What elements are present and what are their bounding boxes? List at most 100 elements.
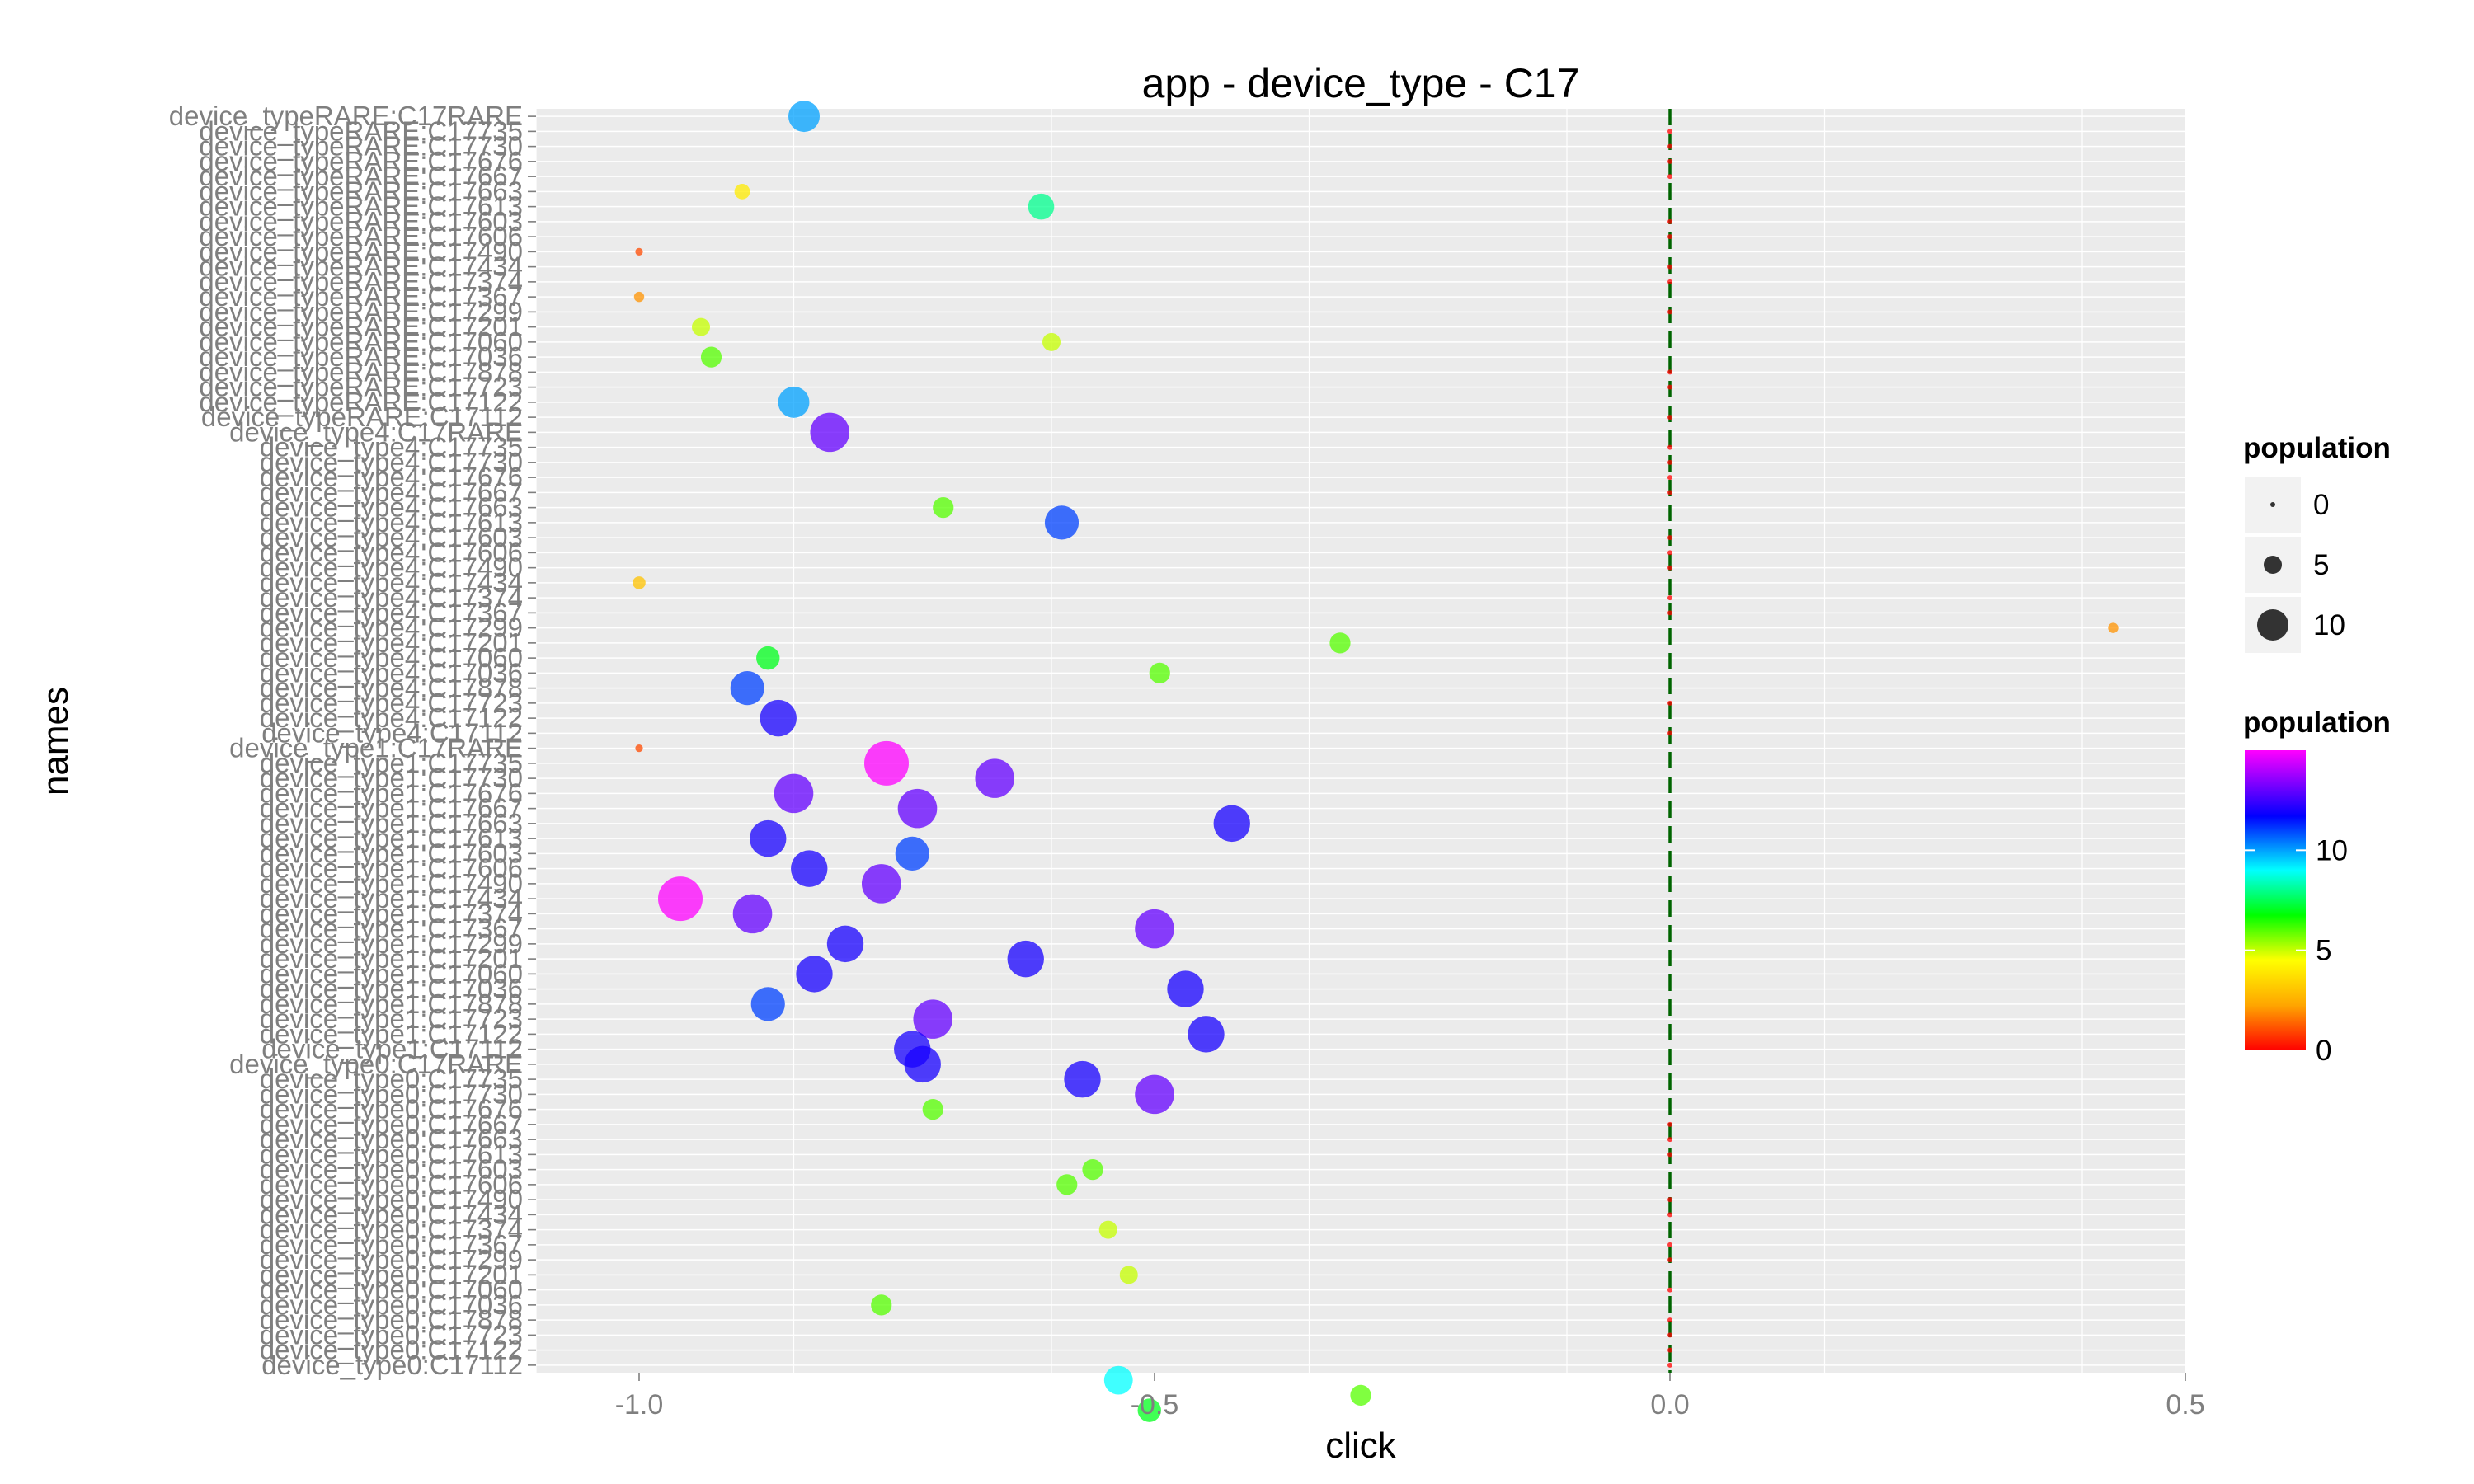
data-point (1188, 1016, 1225, 1053)
data-point (871, 1294, 892, 1316)
data-point (1135, 909, 1174, 949)
y-tick-label: device_type0:C17RARE (229, 1049, 523, 1079)
y-tick-label: device_type1:C17613 (260, 823, 523, 853)
data-point (750, 987, 785, 1021)
data-point (1007, 940, 1044, 978)
y-tick-label: device_type1:C17122 (260, 1018, 523, 1049)
size-legend-label: 0 (2313, 489, 2329, 521)
data-point (1667, 565, 1672, 571)
y-tick-label: device_type1:C17606 (260, 853, 523, 884)
y-tick-label: device_typeRARE:C17122 (199, 387, 523, 417)
data-point (1042, 332, 1061, 351)
data-point (913, 999, 953, 1039)
x-axis-title: click (1325, 1425, 1397, 1466)
data-point (1667, 1212, 1672, 1218)
y-tick-label: device_typeRARE:C17613 (199, 191, 523, 222)
y-tick-label: device_typeRARE:C17730 (199, 131, 523, 162)
x-tick-label: 0.5 (2166, 1389, 2204, 1421)
data-point (633, 291, 645, 303)
size-legend-label: 10 (2313, 609, 2345, 641)
data-point (810, 412, 850, 453)
y-tick-label: device_type0:C17060 (260, 1275, 523, 1305)
data-point (1667, 279, 1672, 284)
data-point (635, 744, 643, 753)
data-point (1667, 1197, 1672, 1203)
y-tick-label: device_typeRARE:C17606 (199, 221, 523, 251)
y-tick-label: device_type4:C17878 (260, 673, 523, 703)
data-point (897, 788, 938, 829)
color-legend: population 0 5 10 (2243, 707, 2391, 1067)
y-tick-labels: device_typeRARE:C17RAREdevice_typeRARE:C… (169, 101, 536, 1380)
data-point (1667, 475, 1672, 481)
y-tick-label: device_type0:C17036 (260, 1289, 523, 1320)
color-legend-label: 5 (2316, 935, 2331, 967)
data-point (1667, 700, 1672, 706)
data-point (1213, 805, 1250, 843)
data-point (1082, 1159, 1103, 1181)
data-point (734, 183, 750, 200)
data-point (692, 317, 710, 336)
y-tick-label: device_typeRARE:C17603 (199, 206, 523, 237)
data-point (1056, 1174, 1078, 1195)
size-legend-key (2264, 556, 2282, 574)
data-point (895, 836, 929, 871)
y-tick-label: device_type4:C17490 (260, 552, 523, 583)
y-tick-label: device_type0:C17201 (260, 1259, 523, 1289)
size-legend: population 0 5 10 (2243, 432, 2391, 653)
color-legend-title: population (2243, 707, 2391, 739)
x-tick-labels: -1.0 -0.5 0.0 0.5 (615, 1373, 2205, 1421)
y-axis-title: names (35, 687, 76, 796)
y-tick-label: device_type1:C17663 (260, 808, 523, 838)
data-point (1137, 1398, 1161, 1422)
grid-lines (535, 109, 2185, 1373)
size-legend-key (2257, 609, 2288, 641)
data-point (1667, 264, 1672, 270)
y-tick-label: device_type1:C17667 (260, 793, 523, 824)
size-legend-title: population (2243, 432, 2391, 464)
data-point (1667, 490, 1672, 495)
data-point (1329, 632, 1351, 654)
color-legend-label: 10 (2316, 834, 2348, 866)
y-tick-label: device_type1:C17201 (260, 943, 523, 974)
y-tick-label: device_typeRARE:C17299 (199, 296, 523, 326)
y-tick-label: device_type1:C17735 (260, 748, 523, 778)
y-tick-label: device_type0:C17367 (260, 1229, 523, 1260)
data-point (1667, 1332, 1672, 1338)
data-point (904, 1045, 941, 1083)
y-tick-label: device_type4:C17299 (260, 613, 523, 643)
data-point (1667, 730, 1672, 736)
y-tick-label: device_type0:C17667 (260, 1109, 523, 1139)
y-tick-label: device_type0:C17723 (260, 1319, 523, 1350)
data-point (791, 850, 828, 887)
x-tick-label: -1.0 (615, 1389, 664, 1421)
data-point (1667, 550, 1672, 556)
data-point (1119, 1266, 1138, 1284)
chart-title: app - device_type - C17 (1142, 60, 1580, 106)
y-tick-label: device_type4:C17676 (260, 462, 523, 492)
y-tick-label: device_type4:C17112 (261, 717, 523, 748)
data-point (635, 247, 643, 256)
y-tick-label: device_type1:C17878 (260, 989, 523, 1019)
data-point (1667, 174, 1672, 180)
data-point (1103, 1365, 1133, 1395)
data-point (1667, 444, 1672, 450)
y-tick-label: device_typeRARE:C17878 (199, 356, 523, 387)
plot-panel (536, 109, 2185, 1373)
y-tick-label: device_type0:C17434 (260, 1199, 523, 1229)
color-legend-label: 0 (2316, 1035, 2331, 1067)
y-tick-label: device_typeRARE:C17663 (199, 176, 523, 206)
y-tick-label: device_type0:C17603 (260, 1154, 523, 1185)
data-point (1667, 1362, 1672, 1368)
y-tick-label: device_type1:C17RARE (229, 733, 523, 763)
y-tick-label: device_type4:C17434 (260, 567, 523, 598)
data-points (633, 101, 2119, 1422)
y-tick-label: device_type4:C17201 (260, 627, 523, 658)
y-tick-label: device_type1:C17676 (260, 777, 523, 808)
data-point (2108, 622, 2119, 633)
x-tick-label: 0.0 (1650, 1389, 1689, 1421)
y-tick-label: device_typeRARE:C17667 (199, 161, 523, 191)
data-point (1667, 1257, 1672, 1263)
y-tick-label: device_type0:C17676 (260, 1094, 523, 1125)
data-point (1667, 218, 1672, 224)
data-point (1667, 595, 1672, 601)
